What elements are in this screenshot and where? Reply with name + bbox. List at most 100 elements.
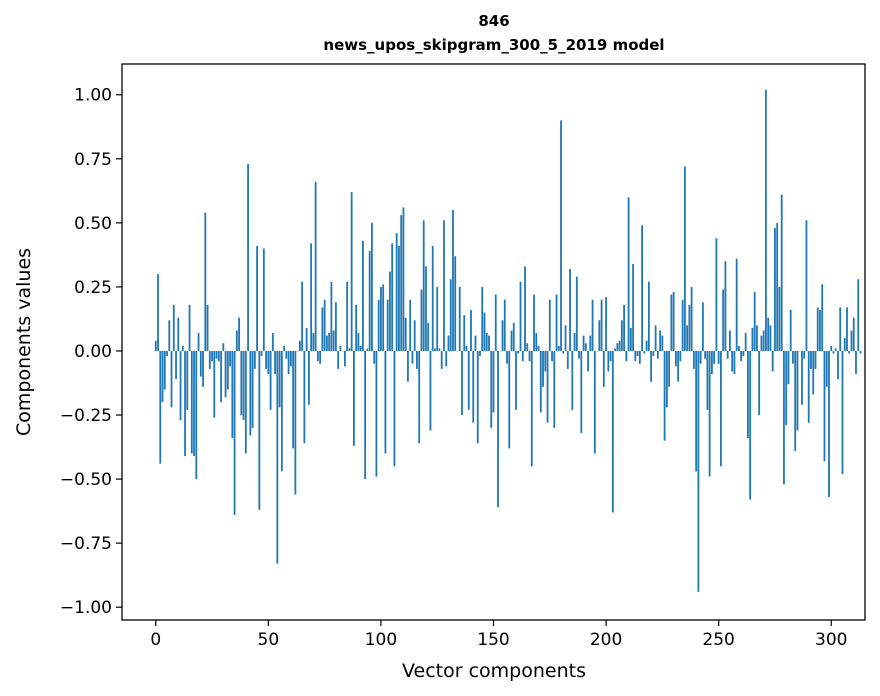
bar-series bbox=[154, 89, 862, 592]
bar-68 bbox=[307, 350, 310, 405]
bar-148 bbox=[488, 335, 490, 351]
bar-121 bbox=[427, 322, 430, 351]
bar-143 bbox=[476, 350, 479, 444]
bar-39 bbox=[242, 350, 245, 421]
bar-150 bbox=[492, 350, 495, 413]
bar-208 bbox=[623, 304, 625, 351]
bar-46 bbox=[258, 350, 261, 510]
bar-212 bbox=[632, 263, 634, 351]
bar-17 bbox=[193, 350, 195, 457]
bar-95 bbox=[368, 251, 371, 351]
bar-128 bbox=[443, 220, 445, 351]
bar-56 bbox=[280, 350, 283, 472]
bar-284 bbox=[794, 350, 797, 451]
bar-76 bbox=[325, 335, 328, 351]
bar-157 bbox=[508, 350, 511, 449]
bar-138 bbox=[465, 345, 468, 351]
bar-120 bbox=[425, 266, 427, 351]
bar-85 bbox=[346, 281, 349, 351]
bar-58 bbox=[285, 350, 288, 359]
bar-127 bbox=[440, 350, 443, 369]
bar-43 bbox=[251, 350, 254, 428]
bar-229 bbox=[670, 294, 673, 351]
bar-6 bbox=[168, 320, 171, 351]
bar-92 bbox=[362, 240, 364, 351]
bar-135 bbox=[458, 286, 461, 351]
bar-80 bbox=[334, 302, 337, 351]
bar-142 bbox=[474, 335, 477, 351]
bar-184 bbox=[569, 268, 571, 351]
bar-203 bbox=[611, 350, 614, 513]
bar-35 bbox=[233, 350, 236, 515]
bar-179 bbox=[557, 345, 560, 351]
bar-249 bbox=[715, 238, 718, 351]
bar-5 bbox=[166, 350, 168, 357]
bar-20 bbox=[199, 350, 202, 377]
bar-0 bbox=[154, 340, 157, 351]
bar-45 bbox=[256, 245, 258, 351]
bar-129 bbox=[445, 350, 448, 367]
bar-180 bbox=[560, 120, 562, 351]
bar-1 bbox=[157, 274, 159, 351]
bar-66 bbox=[303, 350, 306, 444]
bar-308 bbox=[848, 350, 851, 354]
bar-108 bbox=[398, 245, 400, 351]
bar-33 bbox=[229, 350, 231, 367]
bar-223 bbox=[656, 350, 659, 359]
y-tick-label: 1.00 bbox=[74, 86, 112, 106]
bar-205 bbox=[616, 343, 619, 351]
bar-300 bbox=[830, 345, 833, 351]
bar-90 bbox=[357, 333, 360, 351]
bar-98 bbox=[375, 350, 378, 477]
bar-165 bbox=[526, 343, 529, 351]
bar-107 bbox=[395, 233, 398, 351]
bar-158 bbox=[510, 330, 513, 351]
bar-237 bbox=[688, 304, 691, 351]
bar-84 bbox=[344, 350, 346, 367]
bar-265 bbox=[751, 327, 754, 351]
bar-38 bbox=[240, 350, 243, 416]
x-axis-ticks: 0 50 100 150 200 250 300 bbox=[150, 620, 847, 650]
bar-221 bbox=[652, 350, 655, 357]
bar-154 bbox=[501, 320, 504, 351]
chart-title-line1: 846 bbox=[478, 12, 509, 30]
bar-311 bbox=[855, 350, 857, 375]
bar-306 bbox=[843, 338, 846, 351]
bar-166 bbox=[528, 350, 531, 362]
bar-18 bbox=[195, 350, 198, 480]
bar-267 bbox=[756, 325, 758, 351]
bar-231 bbox=[674, 350, 677, 367]
bar-141 bbox=[472, 350, 475, 423]
bar-295 bbox=[819, 309, 821, 351]
bar-71 bbox=[314, 181, 317, 351]
bar-122 bbox=[429, 350, 432, 431]
bar-113 bbox=[409, 299, 412, 351]
bar-206 bbox=[618, 340, 621, 351]
bar-151 bbox=[494, 294, 497, 351]
bar-97 bbox=[373, 350, 376, 364]
bar-287 bbox=[801, 350, 803, 405]
bar-195 bbox=[593, 350, 596, 454]
bar-281 bbox=[787, 350, 790, 385]
x-tick-label: 100 bbox=[365, 630, 397, 650]
bar-266 bbox=[753, 292, 756, 351]
bar-193 bbox=[589, 335, 592, 351]
bar-37 bbox=[238, 317, 240, 351]
bar-254 bbox=[726, 350, 729, 359]
bar-29 bbox=[220, 350, 222, 403]
bar-31 bbox=[224, 350, 227, 398]
bar-175 bbox=[548, 299, 551, 351]
bar-30 bbox=[222, 343, 225, 351]
bar-200 bbox=[605, 297, 607, 351]
bar-86 bbox=[348, 348, 351, 351]
bar-82 bbox=[339, 345, 342, 351]
bar-60 bbox=[289, 350, 292, 367]
bar-251 bbox=[720, 350, 722, 467]
bar-65 bbox=[301, 281, 304, 351]
bar-111 bbox=[404, 317, 407, 351]
bar-152 bbox=[497, 350, 499, 508]
bar-61 bbox=[292, 350, 295, 449]
chart-title-line2: news_upos_skipgram_300_5_2019 model bbox=[323, 36, 664, 54]
bar-49 bbox=[265, 350, 267, 369]
